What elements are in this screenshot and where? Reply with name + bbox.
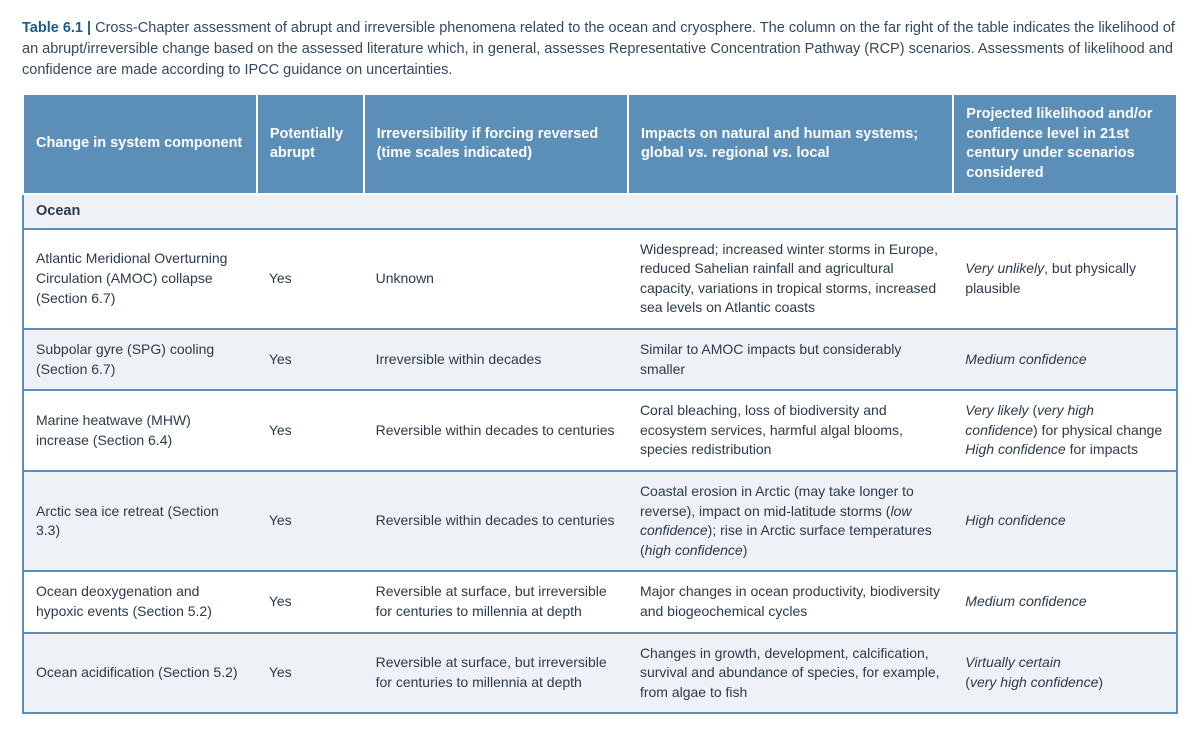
cell-component: Marine heatwave (MHW) increase (Section …	[23, 390, 257, 471]
cell-irrev: Reversible within decades to centuries	[364, 471, 628, 571]
cell-abrupt: Yes	[257, 229, 364, 329]
col-impacts: Impacts on natural and human systems; gl…	[628, 94, 953, 194]
col-change: Change in system component	[23, 94, 257, 194]
table-caption: Table 6.1 | Cross-Chapter assessment of …	[22, 18, 1178, 81]
cell-abrupt: Yes	[257, 329, 364, 390]
cell-irrev: Reversible at surface, but irreversible …	[364, 633, 628, 714]
table-body: Ocean Atlantic Meridional Overturning Ci…	[23, 194, 1177, 713]
cell-irrev: Unknown	[364, 229, 628, 329]
cell-abrupt: Yes	[257, 390, 364, 471]
cell-likelihood: High confidence	[953, 471, 1177, 571]
cell-component: Ocean deoxygenation and hypoxic events (…	[23, 571, 257, 632]
cell-abrupt: Yes	[257, 633, 364, 714]
section-label: Ocean	[23, 194, 1177, 228]
cell-likelihood: Medium confidence	[953, 571, 1177, 632]
table-row: Atlantic Meridional Overturning Circulat…	[23, 229, 1177, 329]
assessment-table: Change in system component Potentially a…	[22, 93, 1178, 714]
cell-impacts: Similar to AMOC impacts but considerably…	[628, 329, 953, 390]
col-likelihood: Projected likelihood and/or confidence l…	[953, 94, 1177, 194]
cell-impacts: Coral bleaching, loss of biodiversity an…	[628, 390, 953, 471]
section-row: Ocean	[23, 194, 1177, 228]
cell-irrev: Reversible at surface, but irreversible …	[364, 571, 628, 632]
table-number: Table 6.1 |	[22, 20, 91, 36]
cell-likelihood: Very likely (very high confidence) for p…	[953, 390, 1177, 471]
cell-likelihood: Virtually certain(very high confidence)	[953, 633, 1177, 714]
table-row: Ocean acidification (Section 5.2)YesReve…	[23, 633, 1177, 714]
table-row: Subpolar gyre (SPG) cooling (Section 6.7…	[23, 329, 1177, 390]
cell-impacts: Major changes in ocean productivity, bio…	[628, 571, 953, 632]
cell-impacts: Changes in growth, development, calcific…	[628, 633, 953, 714]
cell-abrupt: Yes	[257, 571, 364, 632]
cell-impacts: Coastal erosion in Arctic (may take long…	[628, 471, 953, 571]
table-row: Marine heatwave (MHW) increase (Section …	[23, 390, 1177, 471]
caption-text: Cross-Chapter assessment of abrupt and i…	[22, 20, 1175, 78]
cell-abrupt: Yes	[257, 471, 364, 571]
cell-impacts: Widespread; increased winter storms in E…	[628, 229, 953, 329]
cell-component: Subpolar gyre (SPG) cooling (Section 6.7…	[23, 329, 257, 390]
cell-component: Atlantic Meridional Overturning Circulat…	[23, 229, 257, 329]
cell-likelihood: Very unlikely, but physically plausible	[953, 229, 1177, 329]
cell-irrev: Irreversible within decades	[364, 329, 628, 390]
table-row: Arctic sea ice retreat (Section 3.3)YesR…	[23, 471, 1177, 571]
cell-likelihood: Medium confidence	[953, 329, 1177, 390]
cell-component: Arctic sea ice retreat (Section 3.3)	[23, 471, 257, 571]
col-abrupt: Potentially abrupt	[257, 94, 364, 194]
header-row: Change in system component Potentially a…	[23, 94, 1177, 194]
cell-component: Ocean acidification (Section 5.2)	[23, 633, 257, 714]
table-row: Ocean deoxygenation and hypoxic events (…	[23, 571, 1177, 632]
col-irrev: Irreversibility if forcing reversed (tim…	[364, 94, 628, 194]
cell-irrev: Reversible within decades to centuries	[364, 390, 628, 471]
